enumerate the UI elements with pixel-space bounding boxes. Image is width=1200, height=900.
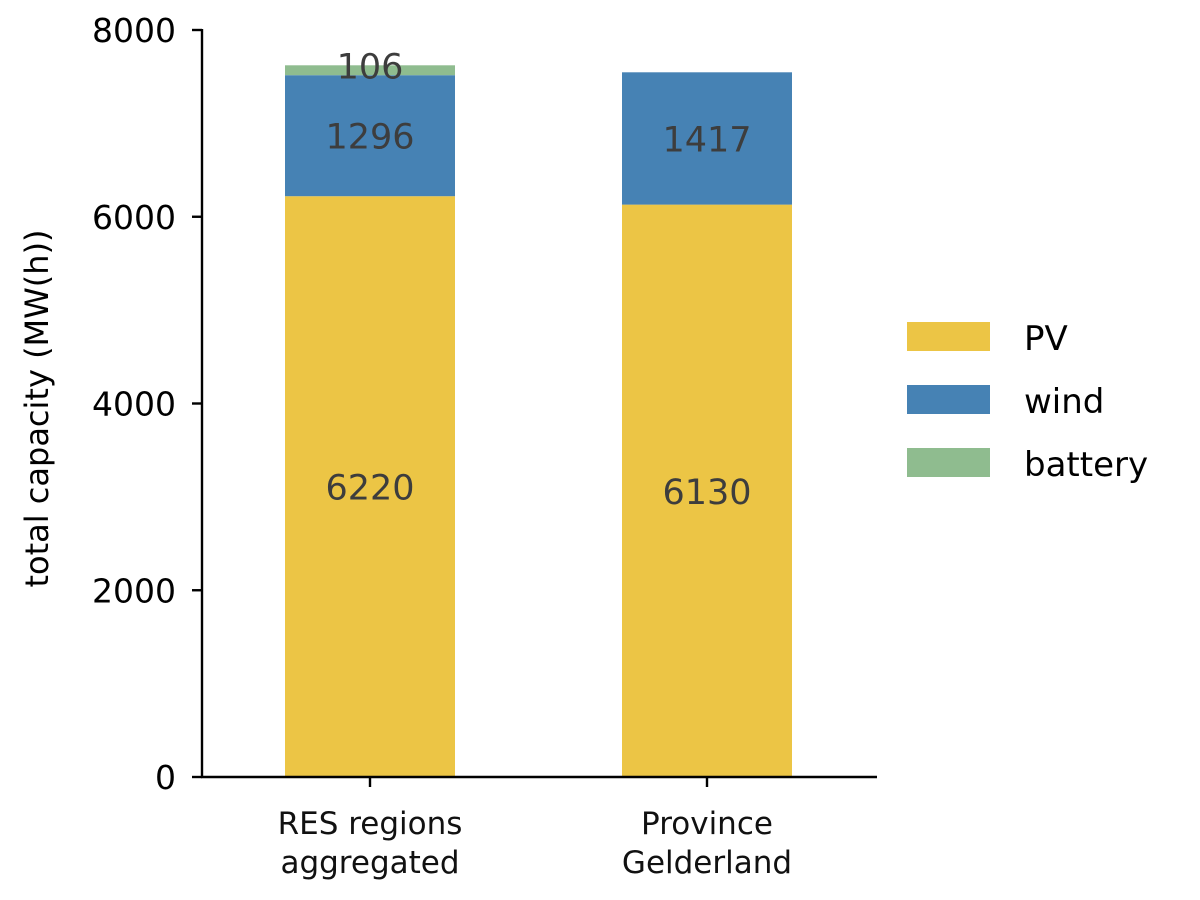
data-label-wind: 1417 (662, 120, 751, 160)
y-tick-label: 4000 (92, 385, 176, 424)
bars-layer (285, 65, 792, 777)
bar-segment-battery (285, 65, 455, 76)
bar-segment-wind (622, 72, 792, 205)
legend-swatch-battery (907, 448, 990, 477)
bar-segment-pv (285, 196, 455, 777)
legend-label-pv: PV (1024, 319, 1068, 359)
legend-label-wind: wind (1024, 382, 1104, 422)
y-tick-label: 0 (155, 758, 176, 797)
data-label-pv: 6220 (325, 469, 414, 509)
legend: PV wind battery (907, 319, 1148, 485)
y-tick-label: 2000 (92, 571, 176, 610)
x-tick-label: Province Gelderland (622, 806, 792, 881)
bar-segment-wind (285, 75, 455, 197)
y-ticks: 0 2000 4000 6000 8000 (92, 11, 202, 797)
data-label-wind: 1296 (325, 118, 414, 158)
legend-swatch-wind (907, 385, 990, 414)
bar-segment-pv (622, 204, 792, 777)
y-tick-label: 8000 (92, 11, 176, 50)
bar-labels-layer: 6220 1296 106 6130 1417 (325, 47, 751, 513)
data-label-battery: 106 (337, 47, 404, 87)
x-ticks: RES regions aggregated Province Gelderland (278, 777, 792, 881)
legend-label-battery: battery (1024, 445, 1148, 485)
legend-swatch-pv (907, 322, 990, 351)
y-axis-label: total capacity (MW(h)) (18, 229, 56, 587)
y-tick-label: 6000 (92, 198, 176, 237)
data-label-pv: 6130 (662, 473, 751, 513)
x-tick-label: RES regions aggregated (278, 806, 463, 881)
